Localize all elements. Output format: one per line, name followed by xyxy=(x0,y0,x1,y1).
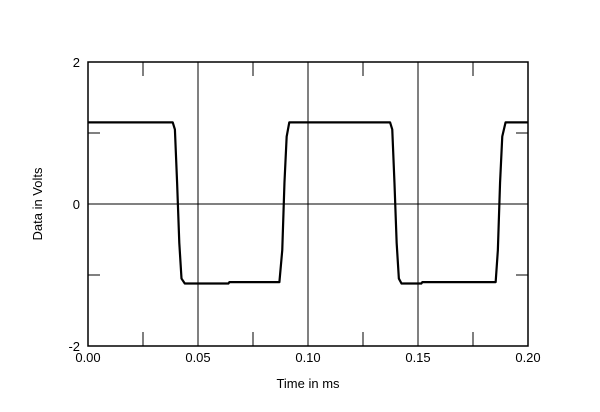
x-axis-label: Time in ms xyxy=(276,376,340,391)
grid-lines xyxy=(88,62,528,346)
y-tick-label: 0 xyxy=(73,197,80,212)
x-tick-label: 0.05 xyxy=(185,350,210,365)
y-tick-labels: 2 0 -2 xyxy=(68,55,80,354)
x-tick-label: 0.15 xyxy=(405,350,430,365)
x-tick-label: 0.00 xyxy=(75,350,100,365)
series-line xyxy=(88,121,528,285)
x-tick-labels: 0.00 0.05 0.10 0.15 0.20 xyxy=(75,350,540,365)
y-tick-label: -2 xyxy=(68,339,80,354)
y-axis-label: Data in Volts xyxy=(30,167,45,240)
x-tick-label: 0.10 xyxy=(295,350,320,365)
tick-marks xyxy=(88,62,528,346)
x-tick-label: 0.20 xyxy=(515,350,540,365)
plot-area-frame xyxy=(87,61,529,347)
y-tick-label: 2 xyxy=(73,55,80,70)
